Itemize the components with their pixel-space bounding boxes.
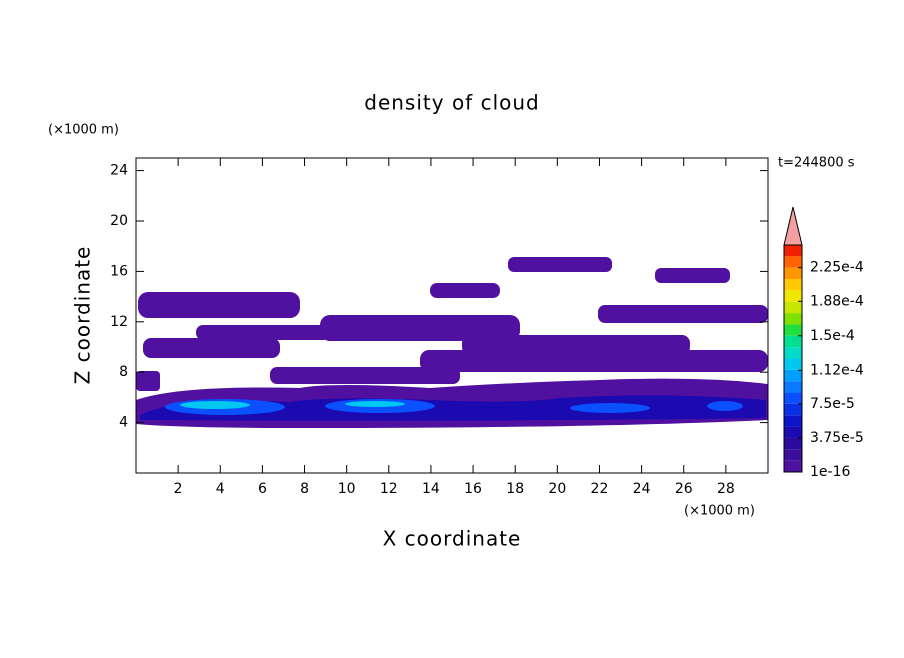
x-tick-label: 8 <box>300 481 309 497</box>
y-tick-label: 12 <box>110 314 128 330</box>
colorbar-band <box>784 358 802 370</box>
colorbar-band <box>784 415 802 427</box>
colorbar-band <box>784 460 802 472</box>
colorbar-extend <box>783 206 803 246</box>
colorbar-band <box>784 426 802 438</box>
x-tick-label: 16 <box>464 481 482 497</box>
colorbar-band <box>784 301 802 314</box>
colorbar-band <box>784 347 802 359</box>
colorbar-band <box>784 403 802 416</box>
colorbar-frame <box>783 244 803 473</box>
y-tick-label: 16 <box>110 263 128 279</box>
x-tick-label: 22 <box>591 481 609 497</box>
colorbar-band <box>784 449 802 461</box>
annotation: t=244800 s <box>778 156 855 171</box>
x-axis-label: X coordinate <box>383 527 522 551</box>
colorbar-tick-label: 2.25e-4 <box>810 260 864 276</box>
colorbar-band <box>784 369 802 382</box>
x-tick-label: 4 <box>216 481 225 497</box>
x-tick-label: 20 <box>548 481 566 497</box>
colorbar-band <box>784 279 802 291</box>
colorbar-tick-label: 7.5e-5 <box>810 396 855 412</box>
colorbar-tick-label: 1.5e-4 <box>810 328 855 344</box>
x-tick-label: 12 <box>380 481 398 497</box>
plot-frame <box>135 157 769 474</box>
colorbar-tick-label: 1.12e-4 <box>810 362 864 378</box>
y-tick-label: 8 <box>119 364 128 380</box>
colorbar-tick-label: 1e-16 <box>810 464 850 480</box>
y-tick-label: 20 <box>110 213 128 229</box>
x-tick-label: 26 <box>675 481 693 497</box>
x-unit: (×1000 m) <box>684 504 755 519</box>
x-tick-label: 24 <box>633 481 651 497</box>
colorbar-tick-label: 3.75e-5 <box>810 430 864 446</box>
y-axis-label: Z coordinate <box>71 246 95 385</box>
chart-title: density of cloud <box>364 91 539 115</box>
colorbar-band <box>784 245 802 257</box>
colorbar-band <box>784 267 802 280</box>
x-tick-label: 18 <box>506 481 524 497</box>
colorbar-band <box>784 392 802 404</box>
x-tick-label: 6 <box>258 481 267 497</box>
colorbar-band <box>784 290 802 302</box>
colorbar-band <box>784 324 802 336</box>
colorbar-band <box>784 335 802 348</box>
x-tick-label: 10 <box>338 481 356 497</box>
colorbar-band <box>784 313 802 325</box>
cloud-field <box>136 257 768 428</box>
colorbar-band <box>784 256 802 268</box>
colorbar-tick-label: 1.88e-4 <box>810 293 864 309</box>
y-tick-label: 4 <box>119 415 128 431</box>
x-tick-label: 28 <box>717 481 735 497</box>
x-tick-label: 14 <box>422 481 440 497</box>
x-tick-label: 2 <box>174 481 183 497</box>
colorbar-band <box>784 437 802 450</box>
y-unit: (×1000 m) <box>48 123 119 138</box>
colorbar-band <box>784 381 802 393</box>
y-tick-label: 24 <box>110 163 128 179</box>
